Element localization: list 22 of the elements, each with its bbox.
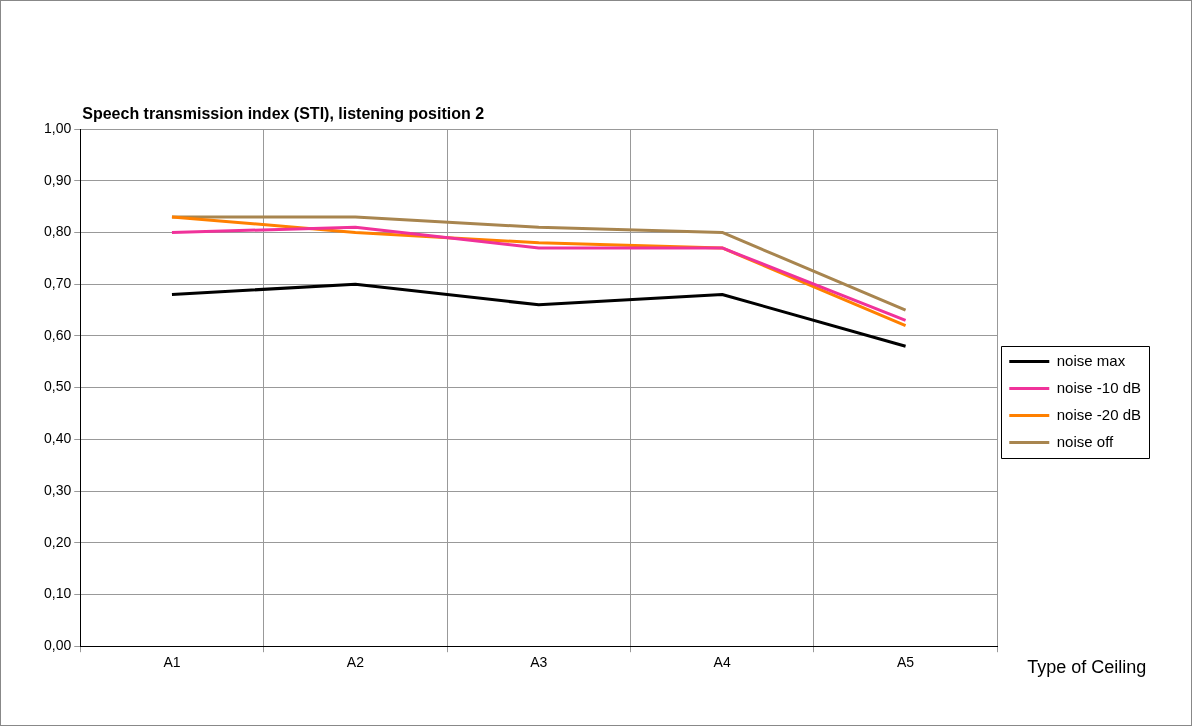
- x-tick-label: A3: [530, 654, 548, 671]
- x-tick-label: A1: [163, 654, 181, 671]
- y-tick-label: 0,80: [44, 223, 72, 240]
- y-tick-label: 0,50: [44, 378, 72, 395]
- y-tick-label: 0,40: [44, 430, 72, 447]
- x-tick-label: A4: [713, 654, 731, 671]
- y-tick-label: 1,00: [44, 119, 72, 136]
- y-tick-label: 0,20: [44, 533, 72, 550]
- y-tick-label: 0,90: [44, 171, 72, 188]
- y-tick-label: 0,70: [44, 275, 72, 292]
- y-tick-label: 0,60: [44, 326, 72, 343]
- legend-label: noise off: [1056, 432, 1115, 450]
- y-tick-label: 0,00: [44, 637, 72, 654]
- y-tick-label: 0,10: [44, 585, 72, 602]
- legend-label: noise -10 dB: [1056, 378, 1142, 396]
- legend-label: noise max: [1056, 351, 1126, 369]
- legend-label: noise -20 dB: [1056, 405, 1142, 423]
- y-tick-label: 0,30: [44, 481, 72, 498]
- x-tick-label: A5: [897, 654, 915, 671]
- x-axis-title: Type of Ceiling: [1027, 657, 1147, 678]
- chart-title: Speech transmission index (STI), listening position 2: [82, 105, 485, 123]
- x-tick-label: A2: [346, 654, 365, 671]
